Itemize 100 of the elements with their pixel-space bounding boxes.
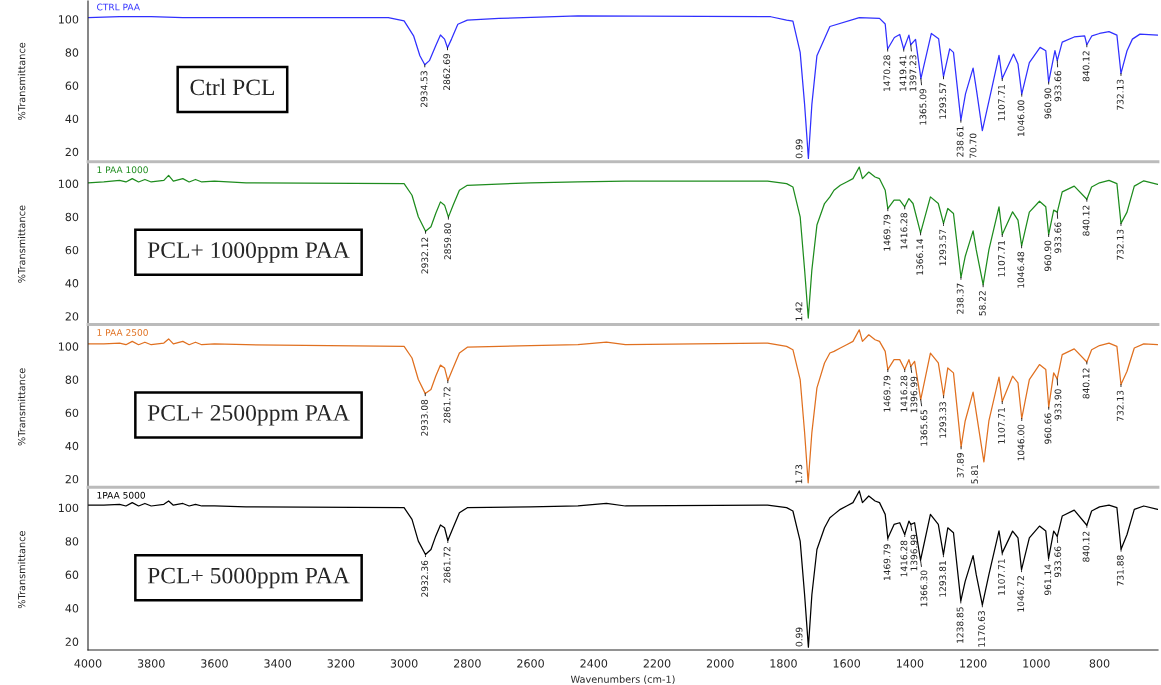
- y-axis-title: %Transmittance: [17, 205, 26, 283]
- series-label: 1 PAA 2500: [97, 329, 148, 336]
- annotation: 1469.79: [883, 214, 891, 251]
- y-tick-label: 100: [58, 179, 79, 189]
- x-tick-label: 1400: [896, 659, 924, 668]
- x-tick-label: 3600: [201, 659, 228, 668]
- x-tick-label: 1800: [770, 659, 797, 668]
- annotation: 840.12: [1082, 368, 1090, 399]
- y-tick-label: 100: [58, 15, 79, 24]
- annotation: 70.70: [969, 133, 977, 159]
- annotation: 1416.28: [900, 540, 908, 577]
- annotation: 2933.08: [421, 399, 428, 436]
- annotation: 2861.72: [443, 387, 451, 423]
- x-tick-label: 2600: [517, 659, 544, 668]
- annotation: 1107.71: [998, 407, 1005, 444]
- x-tick-label: 2000: [706, 659, 734, 668]
- annotation: 1.42: [795, 302, 803, 321]
- annotation: 1293.57: [939, 83, 947, 119]
- annotation: 2861.72: [443, 546, 451, 583]
- annotation: 0.99: [795, 627, 803, 647]
- annotation: 933.90: [1054, 389, 1062, 420]
- x-tick-label: 4000: [74, 659, 102, 668]
- y-tick-label: 60: [65, 408, 79, 418]
- annotation: 2932.12: [421, 237, 429, 274]
- y-tick-label: 80: [65, 212, 79, 222]
- annotation: 1293.33: [939, 402, 947, 438]
- annotation: 1238.85: [956, 607, 964, 643]
- annotation: Ctrl PCL: [190, 78, 274, 96]
- annotation: 2934.53: [420, 71, 428, 108]
- annotation: 1470.28: [883, 55, 891, 91]
- x-tick-label: 3800: [137, 659, 165, 668]
- annotation: 960.66: [1044, 413, 1052, 444]
- y-tick-label: 40: [65, 441, 79, 451]
- annotation: 1419.41: [899, 55, 907, 91]
- annotation: 1366.30: [920, 570, 928, 607]
- annotation: 961.14: [1044, 564, 1052, 595]
- annotation: 1416.28: [900, 375, 908, 412]
- y-tick-label: 40: [65, 604, 79, 613]
- annotation: 732.13: [1116, 79, 1124, 110]
- x-axis-title: Wavenumbers (cm-1): [570, 675, 675, 685]
- annotation: 1107.71: [998, 559, 1005, 595]
- x-tick-label: 1600: [833, 659, 861, 668]
- y-tick-label: 60: [65, 81, 79, 90]
- x-tick-label: 2400: [580, 659, 608, 668]
- annotation: 1469.79: [883, 375, 891, 412]
- x-tick-label: 3000: [390, 659, 418, 668]
- annotation: 1396.99: [910, 534, 918, 571]
- annotation: 1046.72: [1017, 576, 1025, 612]
- series-label: 1PAA 5000: [97, 491, 146, 499]
- annotation: 1365.65: [920, 410, 928, 446]
- annotation: 2862.69: [443, 53, 451, 90]
- annotation: 960.90: [1044, 88, 1052, 119]
- y-axis-title: %Transmittance: [17, 531, 26, 609]
- annotation: 1293.81: [939, 561, 947, 597]
- annotation: 5.81: [971, 464, 978, 484]
- y-tick-label: 40: [65, 114, 79, 124]
- series-label: CTRL PAA: [97, 3, 140, 11]
- y-tick-label: 80: [65, 537, 79, 546]
- annotation: 238.61: [956, 126, 964, 157]
- y-tick-label: 60: [65, 245, 79, 255]
- annotation: 933.66: [1054, 70, 1062, 102]
- annotation: 58.22: [978, 291, 986, 316]
- y-tick-label: 60: [65, 570, 79, 580]
- annotation: 1046.48: [1017, 251, 1025, 288]
- annotation: 960.90: [1044, 240, 1052, 272]
- y-axis-title: %Transmittance: [17, 42, 26, 120]
- y-tick-label: 40: [65, 279, 79, 288]
- annotation: 1397.23: [909, 55, 917, 91]
- annotation: 1.73: [795, 464, 803, 484]
- y-tick-label: 100: [58, 503, 79, 513]
- annotation: 731.88: [1116, 555, 1124, 586]
- y-tick-label: 80: [65, 375, 79, 384]
- y-tick-label: 20: [65, 312, 79, 321]
- annotation: 840.12: [1082, 531, 1090, 562]
- y-tick-label: 20: [65, 147, 79, 157]
- annotation: 2932.36: [421, 560, 429, 597]
- x-tick-label: 3200: [327, 659, 355, 668]
- annotation: 1046.00: [1017, 424, 1025, 461]
- annotation: 840.12: [1082, 205, 1090, 236]
- x-tick-label: 1000: [1023, 659, 1050, 668]
- annotation: 732.13: [1116, 229, 1124, 260]
- annotation: 1366.14: [916, 238, 924, 275]
- annotation: PCL+ 1000ppm PAA: [147, 242, 350, 263]
- annotation: 1365.09: [919, 88, 927, 125]
- annotation: 1107.71: [998, 240, 1005, 277]
- annotation: 840.12: [1082, 51, 1090, 82]
- annotation: PCL+ 5000ppm PAA: [147, 567, 350, 589]
- annotation: 2859.80: [444, 223, 452, 260]
- y-tick-label: 80: [65, 48, 79, 57]
- annotation: 1107.71: [998, 84, 1005, 121]
- x-tick-label: 3400: [264, 659, 292, 668]
- annotation: 238.37: [956, 283, 964, 314]
- x-tick-label: 800: [1089, 659, 1110, 668]
- annotation: PCL+ 2500ppm PAA: [147, 404, 350, 426]
- annotation: 0.99: [795, 139, 803, 159]
- annotation: 732.13: [1116, 390, 1124, 421]
- annotation: 1416.28: [900, 213, 908, 249]
- annotation: 1046.00: [1017, 100, 1025, 137]
- annotation: 1469.79: [883, 544, 891, 581]
- x-tick-label: 1200: [960, 659, 987, 668]
